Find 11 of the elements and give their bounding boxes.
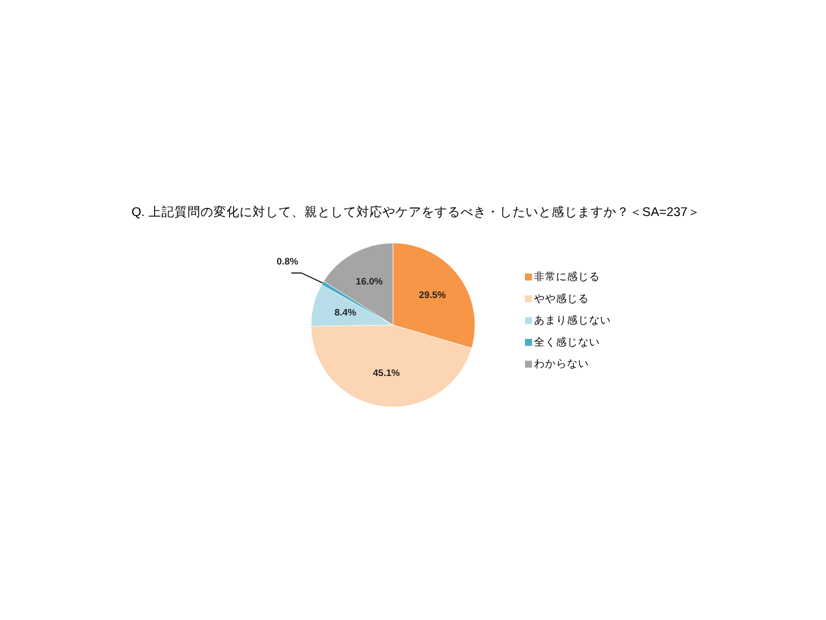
legend-label: やや感じる xyxy=(534,292,589,305)
data-label: 29.5% xyxy=(418,290,446,302)
data-label: 8.4% xyxy=(334,307,357,318)
legend-label: わからない xyxy=(534,358,589,370)
chart-title: Q. 上記質問の変化に対して、親として対応やケアをするべき・したいと感じますか？＜SA=237＞ xyxy=(132,204,700,219)
legend-label: 全く感じない xyxy=(534,335,600,348)
data-label: 45.1% xyxy=(372,368,400,380)
data-label: 0.8% xyxy=(276,256,299,268)
legend-label: あまり感じない xyxy=(534,314,611,327)
data-label: 16.0% xyxy=(356,276,384,288)
legend-label: 非常に感じる xyxy=(534,270,600,283)
